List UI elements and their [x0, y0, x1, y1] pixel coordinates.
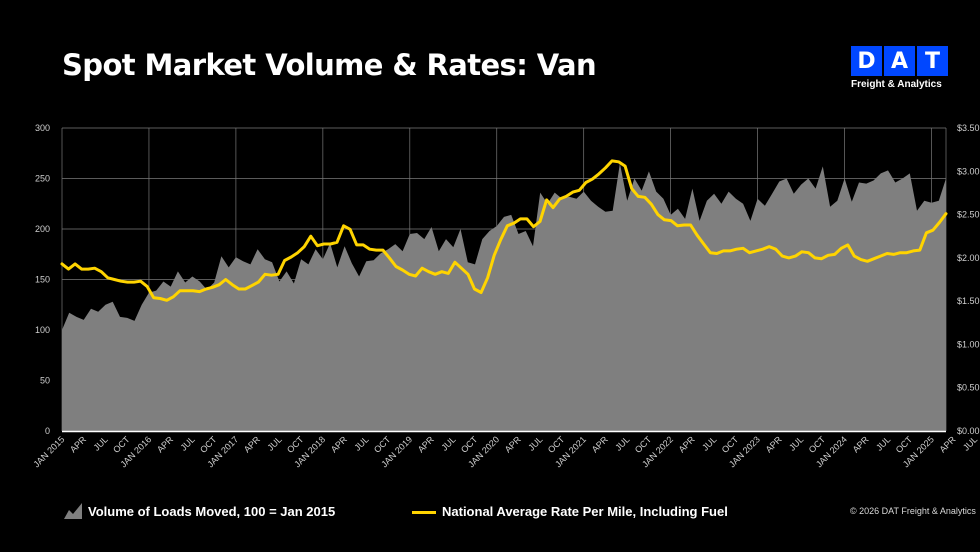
legend-volume-label: Volume of Loads Moved, 100 = Jan 2015 [88, 504, 336, 519]
chart-title: Spot Market Volume & Rates: Van [62, 48, 597, 82]
y-left-tick-label: 150 [35, 275, 50, 285]
x-tick-label: JAN 2015 [31, 434, 66, 469]
volume-area-series [62, 163, 946, 431]
y-left-tick-label: 100 [35, 325, 50, 335]
x-tick-label: JUL [439, 434, 457, 452]
x-tick-label: JUL [352, 434, 370, 452]
y-right-tick-label: $0.00 [957, 426, 980, 436]
y-left-tick-label: 300 [35, 123, 50, 133]
x-tick-label: APR [68, 434, 89, 455]
x-tick-label: APR [242, 434, 263, 455]
x-tick-label: APR [503, 434, 524, 455]
logo-letter: D [851, 46, 882, 76]
y-right-tick-label: $3.00 [957, 166, 980, 176]
x-tick-label: JUL [178, 434, 196, 452]
x-tick-label: JUL [526, 434, 544, 452]
rate-legend-swatch [412, 511, 436, 514]
y-right-tick-label: $1.00 [957, 339, 980, 349]
copyright-notice: © 2026 DAT Freight & Analytics [850, 506, 976, 516]
x-tick-label: APR [329, 434, 350, 455]
x-tick-label: JUL [91, 434, 109, 452]
x-tick-label: JUL [265, 434, 283, 452]
x-tick-label: APR [590, 434, 611, 455]
legend-rate-label: National Average Rate Per Mile, Includin… [442, 504, 728, 519]
volume-rate-chart: 0 50 100 150 200 250 300 $0.00 $0.50 $1.00 $1.50 $2… [31, 123, 980, 469]
x-tick-label: APR [851, 434, 872, 455]
logo-letter: A [884, 46, 915, 76]
logo-letter: T [917, 46, 948, 76]
y-left-tick-label: 0 [45, 426, 50, 436]
x-tick-label: JUL [874, 434, 892, 452]
y-left-tick-label: 200 [35, 224, 50, 234]
y-left-tick-label: 50 [40, 376, 50, 386]
y-left-tick-label: 250 [35, 174, 50, 184]
x-tick-label: APR [937, 434, 958, 455]
x-tick-label: APR [764, 434, 785, 455]
x-tick-label: JUL [613, 434, 631, 452]
y-right-tick-label: $2.50 [957, 210, 980, 220]
x-tick-label: APR [416, 434, 437, 455]
logo-wordmark: D A T [851, 46, 951, 76]
volume-legend-icon [64, 503, 82, 519]
x-tick-label: APR [677, 434, 698, 455]
dat-logo: D A T Freight & Analytics [851, 46, 951, 90]
x-tick-label: APR [155, 434, 176, 455]
x-tick-label: JUL [961, 434, 979, 452]
x-tick-label: JUL [787, 434, 805, 452]
y-right-tick-label: $1.50 [957, 296, 980, 306]
y-right-tick-label: $3.50 [957, 123, 980, 133]
logo-tagline: Freight & Analytics [851, 79, 942, 90]
y-right-tick-label: $0.50 [957, 383, 980, 393]
x-tick-label: JUL [700, 434, 718, 452]
y-right-tick-label: $2.00 [957, 253, 980, 263]
rate-line-series [60, 159, 948, 302]
